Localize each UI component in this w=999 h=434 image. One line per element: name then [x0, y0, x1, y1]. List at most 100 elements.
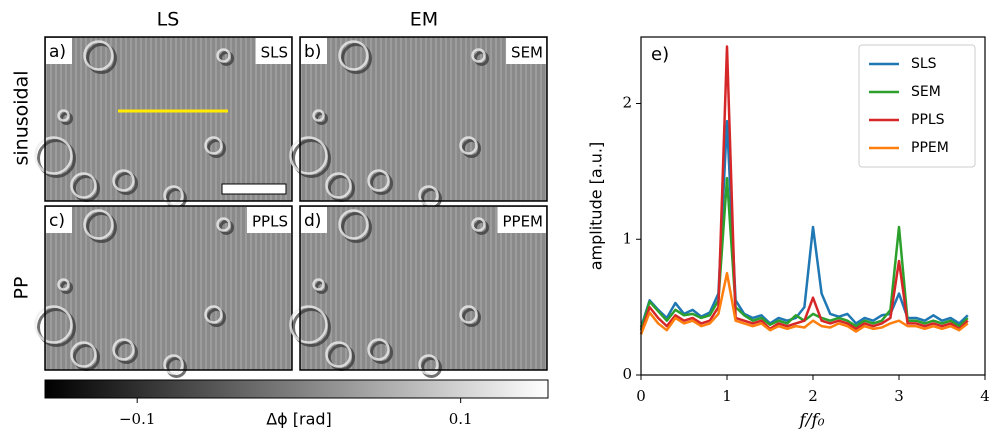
feature-shadow — [341, 43, 372, 74]
x-tick-label: 0 — [636, 387, 646, 405]
feature-highlight — [289, 305, 328, 344]
legend-label: PPLS — [911, 112, 945, 128]
y-tick-label: 1 — [622, 229, 632, 247]
feature-shadow — [474, 51, 489, 66]
label-bg — [301, 38, 327, 64]
image-frame — [299, 205, 548, 371]
legend-box — [858, 44, 976, 168]
column-header: LS — [157, 9, 180, 31]
feature-highlight — [216, 217, 231, 232]
colorbar-tick-label: 0.1 — [449, 410, 473, 428]
feature-highlight — [289, 136, 328, 175]
feature-shadow — [207, 308, 226, 327]
feature-highlight — [83, 209, 114, 240]
feature-shadow — [462, 308, 481, 327]
feature-shadow — [115, 172, 138, 195]
panel-label: c) — [49, 211, 65, 231]
feature-highlight — [312, 278, 325, 291]
colorbar — [44, 379, 549, 399]
feature-highlight — [57, 278, 70, 291]
tag-bg — [255, 38, 291, 64]
panel-tag: SLS — [261, 44, 288, 62]
x-tick-label: 4 — [980, 387, 990, 405]
feature-highlight — [418, 354, 439, 375]
feature-highlight — [34, 305, 73, 344]
feature-highlight — [459, 305, 478, 324]
column-header: EM — [410, 9, 438, 31]
panel-tag: PPLS — [252, 213, 288, 231]
feature-highlight — [471, 48, 486, 63]
feature-highlight — [83, 40, 114, 71]
data-line — [639, 45, 969, 335]
panel-label: b) — [304, 42, 321, 62]
feature-shadow — [341, 212, 372, 243]
feature-highlight — [112, 169, 135, 192]
feature-highlight — [338, 209, 369, 240]
panel-label: e) — [651, 44, 669, 65]
feature-shadow — [370, 341, 393, 364]
y-axis-label: amplitude [a.u.] — [587, 142, 606, 271]
feature-shadow — [86, 43, 117, 74]
feature-highlight — [34, 136, 73, 175]
colorbar-tick-label: −0.1 — [119, 410, 155, 428]
feature-highlight — [70, 341, 97, 368]
feature-shadow — [207, 139, 226, 158]
feature-highlight — [325, 172, 352, 199]
feature-shadow — [219, 220, 234, 235]
feature-shadow — [60, 281, 73, 294]
feature-shadow — [315, 112, 328, 125]
row-label: sinusoidal — [11, 70, 33, 165]
feature-highlight — [163, 185, 184, 206]
legend-label: SEM — [911, 84, 941, 100]
colorbar-label: Δϕ [rad] — [266, 410, 332, 429]
feature-shadow — [292, 139, 331, 178]
x-tick-label: 1 — [722, 387, 732, 405]
y-tick-label: 0 — [622, 365, 632, 383]
panel-label: d) — [304, 211, 321, 231]
feature-highlight — [163, 354, 184, 375]
feature-shadow — [421, 357, 442, 378]
image-frame — [44, 205, 293, 371]
feature-highlight — [312, 109, 325, 122]
feature-highlight — [338, 40, 369, 71]
feature-shadow — [292, 308, 331, 347]
feature-highlight — [216, 48, 231, 63]
tag-bg — [506, 38, 546, 64]
data-line — [639, 119, 969, 328]
feature-highlight — [367, 169, 390, 192]
feature-highlight — [325, 341, 352, 368]
panel-label: a) — [49, 42, 66, 62]
feature-shadow — [166, 357, 187, 378]
x-tick-label: 3 — [894, 387, 904, 405]
feature-shadow — [115, 341, 138, 364]
feature-highlight — [471, 217, 486, 232]
tag-bg — [497, 207, 546, 233]
label-bg — [301, 207, 327, 233]
feature-highlight — [57, 109, 70, 122]
legend-label: SLS — [911, 56, 937, 72]
feature-shadow — [315, 281, 328, 294]
y-tick-label: 2 — [622, 94, 632, 112]
feature-shadow — [60, 112, 73, 125]
feature-highlight — [112, 338, 135, 361]
feature-shadow — [86, 212, 117, 243]
feature-shadow — [219, 51, 234, 66]
panel-tag: PPEM — [502, 213, 543, 231]
feature-highlight — [459, 136, 478, 155]
feature-highlight — [204, 305, 223, 324]
row-label: PP — [11, 277, 33, 300]
tag-bg — [247, 207, 291, 233]
x-axis-label: f/f₀ — [797, 411, 824, 431]
image-frame — [44, 36, 293, 202]
x-tick-label: 2 — [808, 387, 818, 405]
feature-shadow — [370, 172, 393, 195]
feature-highlight — [418, 185, 439, 206]
panel-tag: SEM — [511, 44, 543, 62]
legend-label: PPEM — [911, 140, 949, 156]
feature-highlight — [70, 172, 97, 199]
label-bg — [46, 38, 72, 64]
image-frame — [299, 36, 548, 202]
scale-bar — [221, 183, 287, 195]
data-line — [639, 271, 969, 335]
